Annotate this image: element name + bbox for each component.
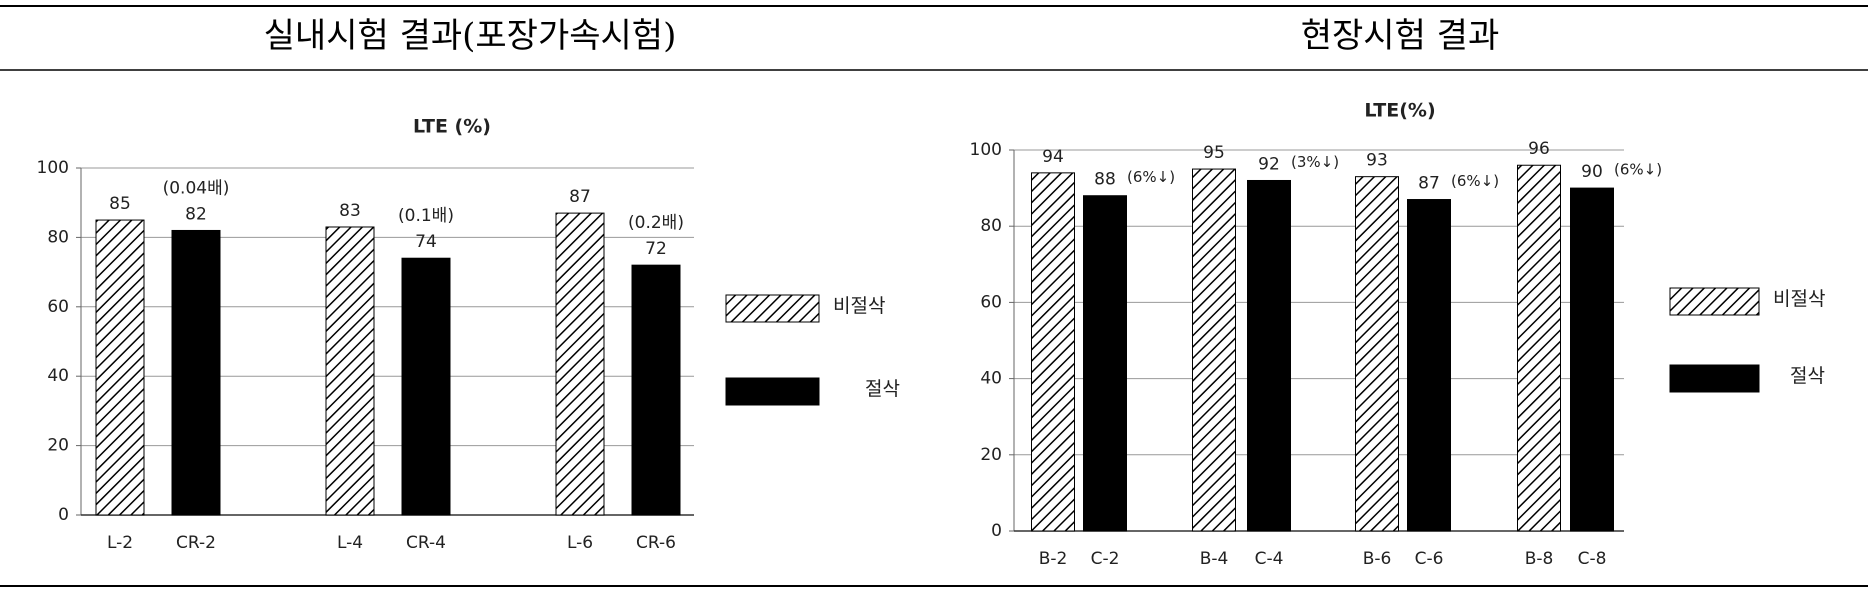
bar xyxy=(1031,172,1075,532)
value-label: 74 xyxy=(415,232,437,252)
annotation: (6%↓) xyxy=(1614,161,1662,179)
bar xyxy=(171,229,221,516)
bar xyxy=(95,219,145,516)
y-tick-label: 20 xyxy=(47,436,69,456)
value-label: 92 xyxy=(1258,154,1280,174)
x-tick-label: B-6 xyxy=(1363,549,1392,569)
bar xyxy=(1083,195,1127,532)
legend-swatch xyxy=(1669,364,1760,393)
bar xyxy=(555,212,605,516)
annotation: (3%↓) xyxy=(1291,153,1339,171)
bar xyxy=(1570,187,1614,532)
y-tick-label: 100 xyxy=(970,140,1002,160)
chart-title: LTE (%) xyxy=(413,116,491,138)
legend-label: 비절삭 xyxy=(833,295,885,317)
annotation: (6%↓) xyxy=(1127,168,1175,186)
x-tick-label: C-4 xyxy=(1255,549,1284,569)
legend-label: 절삭 xyxy=(1790,365,1825,387)
x-tick-label: CR-4 xyxy=(406,533,446,553)
bar xyxy=(1192,168,1236,532)
y-tick-label: 60 xyxy=(47,297,69,317)
x-tick-label: C-2 xyxy=(1091,549,1120,569)
annotation: (0.2배) xyxy=(628,213,684,233)
legend-label: 비절삭 xyxy=(1773,288,1825,310)
x-tick-label: CR-2 xyxy=(176,533,216,553)
value-label: 96 xyxy=(1528,139,1550,159)
value-label: 88 xyxy=(1094,170,1116,190)
bar xyxy=(401,257,451,516)
value-label: 82 xyxy=(185,204,207,224)
bar xyxy=(631,264,681,516)
bar xyxy=(1517,164,1561,532)
value-label: 90 xyxy=(1581,162,1603,182)
y-tick-label: 20 xyxy=(980,445,1002,465)
legend-swatch xyxy=(725,294,820,323)
value-label: 72 xyxy=(645,239,667,259)
x-tick-label: C-8 xyxy=(1578,549,1607,569)
value-label: 87 xyxy=(569,187,591,207)
bar xyxy=(1355,176,1399,532)
value-label: 94 xyxy=(1042,147,1064,167)
value-label: 95 xyxy=(1203,143,1225,163)
y-tick-label: 60 xyxy=(980,292,1002,312)
x-tick-label: L-4 xyxy=(337,533,363,553)
x-tick-label: L-2 xyxy=(107,533,133,553)
x-tick-label: B-4 xyxy=(1200,549,1229,569)
y-tick-label: 80 xyxy=(980,216,1002,236)
y-tick-label: 0 xyxy=(991,521,1002,541)
value-label: 87 xyxy=(1418,174,1440,194)
y-tick-label: 100 xyxy=(37,158,69,178)
bar xyxy=(1407,199,1451,532)
x-tick-label: L-6 xyxy=(567,533,593,553)
legend-label: 절삭 xyxy=(865,378,900,400)
legend-swatch xyxy=(1669,287,1760,316)
bar xyxy=(1247,179,1291,532)
value-label: 93 xyxy=(1366,151,1388,171)
x-tick-label: B-8 xyxy=(1525,549,1554,569)
bar xyxy=(325,226,375,516)
value-label: 85 xyxy=(109,194,131,214)
annotation: (0.04배) xyxy=(163,178,230,198)
legend-swatch xyxy=(725,377,820,406)
y-tick-label: 40 xyxy=(980,369,1002,389)
y-tick-label: 80 xyxy=(47,227,69,247)
chart-title: LTE(%) xyxy=(1364,100,1435,122)
x-tick-label: B-2 xyxy=(1039,549,1068,569)
value-label: 83 xyxy=(339,201,361,221)
y-tick-label: 0 xyxy=(58,505,69,525)
x-tick-label: C-6 xyxy=(1415,549,1444,569)
panel-header: 실내시험 결과(포장가속시험) xyxy=(264,16,677,56)
annotation: (0.1배) xyxy=(398,206,454,226)
panel-header: 현장시험 결과 xyxy=(1301,16,1500,56)
y-tick-label: 40 xyxy=(47,366,69,386)
annotation: (6%↓) xyxy=(1451,172,1499,190)
x-tick-label: CR-6 xyxy=(636,533,676,553)
